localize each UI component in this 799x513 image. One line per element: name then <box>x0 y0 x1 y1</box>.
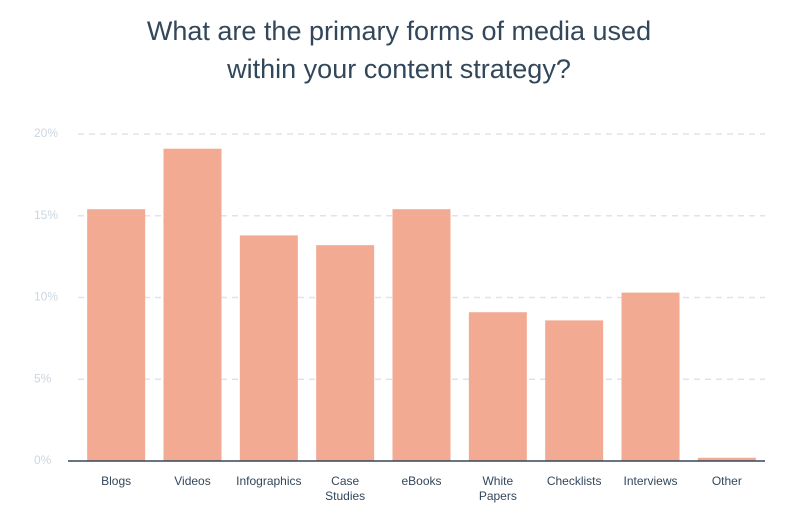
bar <box>392 209 451 461</box>
bar <box>621 292 680 461</box>
x-tick-label: Videos <box>174 474 211 488</box>
x-tick-label: Interviews <box>623 474 678 488</box>
bar <box>697 457 756 461</box>
bar <box>87 209 146 461</box>
chart-title: within your content strategy? <box>226 54 571 84</box>
x-tick-label: White Papers <box>478 474 517 503</box>
y-tick-label: 0% <box>34 453 52 467</box>
x-tick-label: Case Studies <box>325 474 366 503</box>
x-tick-label: Blogs <box>101 474 132 488</box>
bar <box>316 245 375 461</box>
x-tick-label: Checklists <box>546 474 602 488</box>
x-tick-label: Infographics <box>236 474 302 488</box>
y-tick-label: 5% <box>34 371 52 385</box>
bar <box>545 320 604 461</box>
bar <box>163 148 222 461</box>
bar <box>468 312 527 461</box>
x-tick-label: Other <box>711 474 742 488</box>
y-tick-label: 20% <box>34 126 58 140</box>
chart-title: What are the primary forms of media used <box>147 16 651 46</box>
y-tick-label: 10% <box>34 290 58 304</box>
bar <box>239 235 298 461</box>
x-tick-label: eBooks <box>401 474 442 488</box>
y-tick-label: 15% <box>34 208 58 222</box>
